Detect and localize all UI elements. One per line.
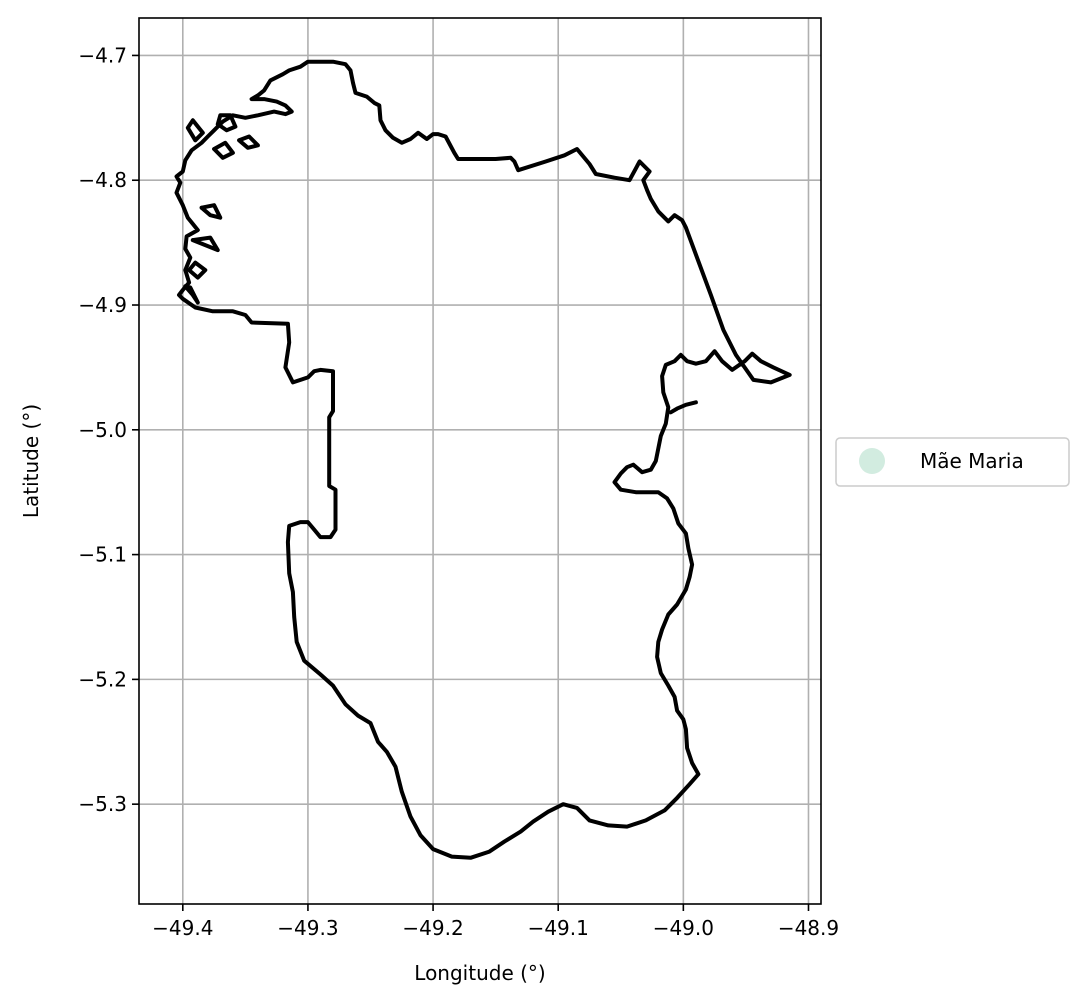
x-tick-label: −49.2 (402, 916, 463, 940)
y-axis-ticks: −4.7 −4.8 −4.9 −5.0 −5.1 −5.2 −5.3 (78, 43, 139, 816)
y-tick-label: −4.7 (78, 43, 127, 67)
y-tick-label: −4.8 (78, 168, 127, 192)
boundary-fragment (215, 113, 238, 133)
y-tick-label: −5.2 (78, 667, 127, 691)
boundary-fragment (668, 400, 698, 415)
boundary-fragment (185, 118, 205, 143)
y-tick-label: −5.3 (78, 792, 127, 816)
boundary-layer (174, 59, 792, 860)
grid-lines (139, 18, 821, 904)
boundary-fragment (187, 260, 208, 280)
territory-boundary (174, 59, 792, 860)
y-tick-label: −5.0 (78, 418, 127, 442)
plot-frame (138, 17, 822, 905)
x-tick-label: −48.9 (778, 916, 839, 940)
legend: Mãe Maria (835, 437, 1070, 487)
boundary-fragment (183, 284, 200, 305)
x-axis-ticks: −49.4 −49.3 −49.2 −49.1 −49.0 −48.9 (152, 904, 839, 940)
legend-frame (835, 437, 1070, 487)
y-tick-label: −5.1 (78, 543, 127, 567)
legend-marker-icon (859, 448, 885, 474)
boundary-fragment (212, 140, 235, 160)
x-axis-label: Longitude (°) (414, 961, 545, 985)
x-tick-label: −49.4 (152, 916, 213, 940)
legend-label: Mãe Maria (920, 449, 1024, 473)
x-tick-label: −49.0 (653, 916, 714, 940)
y-tick-label: −4.9 (78, 293, 127, 317)
y-axis-label: Latitude (°) (19, 404, 43, 518)
x-tick-label: −49.1 (528, 916, 589, 940)
boundary-fragment (237, 134, 260, 150)
boundary-fragment (190, 235, 220, 253)
x-tick-label: −49.3 (277, 916, 338, 940)
boundary-fragment (199, 203, 223, 220)
